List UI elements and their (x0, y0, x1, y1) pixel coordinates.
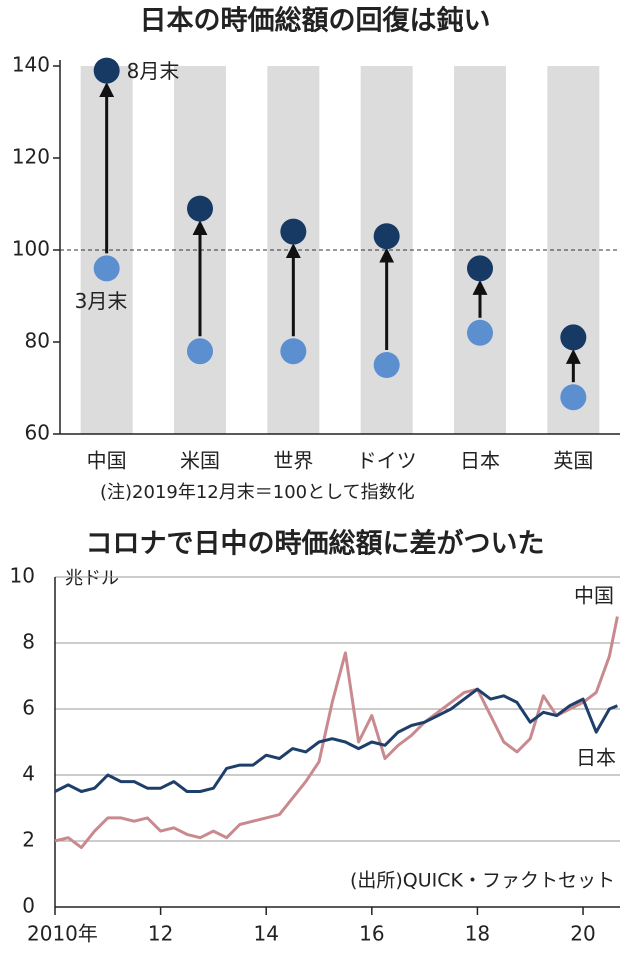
dot (187, 195, 213, 222)
series-label: 日本 (576, 746, 616, 770)
dot (560, 324, 587, 351)
series-label: 中国 (574, 584, 614, 608)
y-tick-label: 120 (12, 145, 50, 169)
y-tick-label: 2 (22, 828, 35, 852)
dot (467, 255, 493, 282)
dot (467, 319, 493, 346)
y-tick-label: 100 (12, 237, 50, 261)
dot (93, 57, 120, 84)
x-tick-label: 16 (359, 922, 384, 946)
dot (373, 352, 400, 378)
x-tick-label: 18 (465, 922, 490, 946)
dot (280, 218, 307, 245)
dot (93, 255, 120, 282)
x-tick-label: 12 (148, 922, 173, 946)
series-label: 8月末 (127, 59, 180, 83)
chart-title: 日本の時価総額の回復は鈍い (140, 5, 491, 37)
y-tick-label: 4 (22, 762, 35, 786)
x-tick-label: 2010年 (27, 922, 98, 946)
y-tick-label: 80 (25, 329, 50, 353)
x-tick-label: 世界 (273, 449, 313, 473)
y-axis-label: 兆ドル (65, 568, 119, 589)
x-tick-label: 米国 (180, 449, 220, 473)
y-tick-label: 60 (25, 421, 50, 445)
dot (560, 384, 587, 411)
series-line (54, 687, 618, 793)
dot (187, 338, 213, 365)
note: (注)2019年12月末＝100として指数化 (100, 482, 415, 503)
y-tick-label: 6 (22, 696, 35, 720)
series-label: 3月末 (75, 289, 128, 313)
x-tick-label: 中国 (87, 449, 127, 473)
x-tick-label: ドイツ (357, 449, 417, 473)
chart-title: コロナで日中の時価総額に差がついた (86, 528, 545, 560)
x-tick-label: 14 (253, 922, 278, 946)
series-line (54, 616, 619, 850)
x-tick-label: 英国 (553, 449, 593, 473)
x-tick-label: 20 (570, 922, 595, 946)
dot (373, 223, 400, 250)
source: (出所)QUICK・ファクトセット (350, 870, 615, 892)
dot (280, 338, 307, 365)
x-tick-label: 日本 (460, 449, 500, 473)
y-tick-label: 140 (12, 53, 50, 77)
y-tick-label: 0 (22, 894, 35, 918)
y-tick-label: 10 (10, 564, 35, 588)
y-tick-label: 8 (22, 630, 35, 654)
